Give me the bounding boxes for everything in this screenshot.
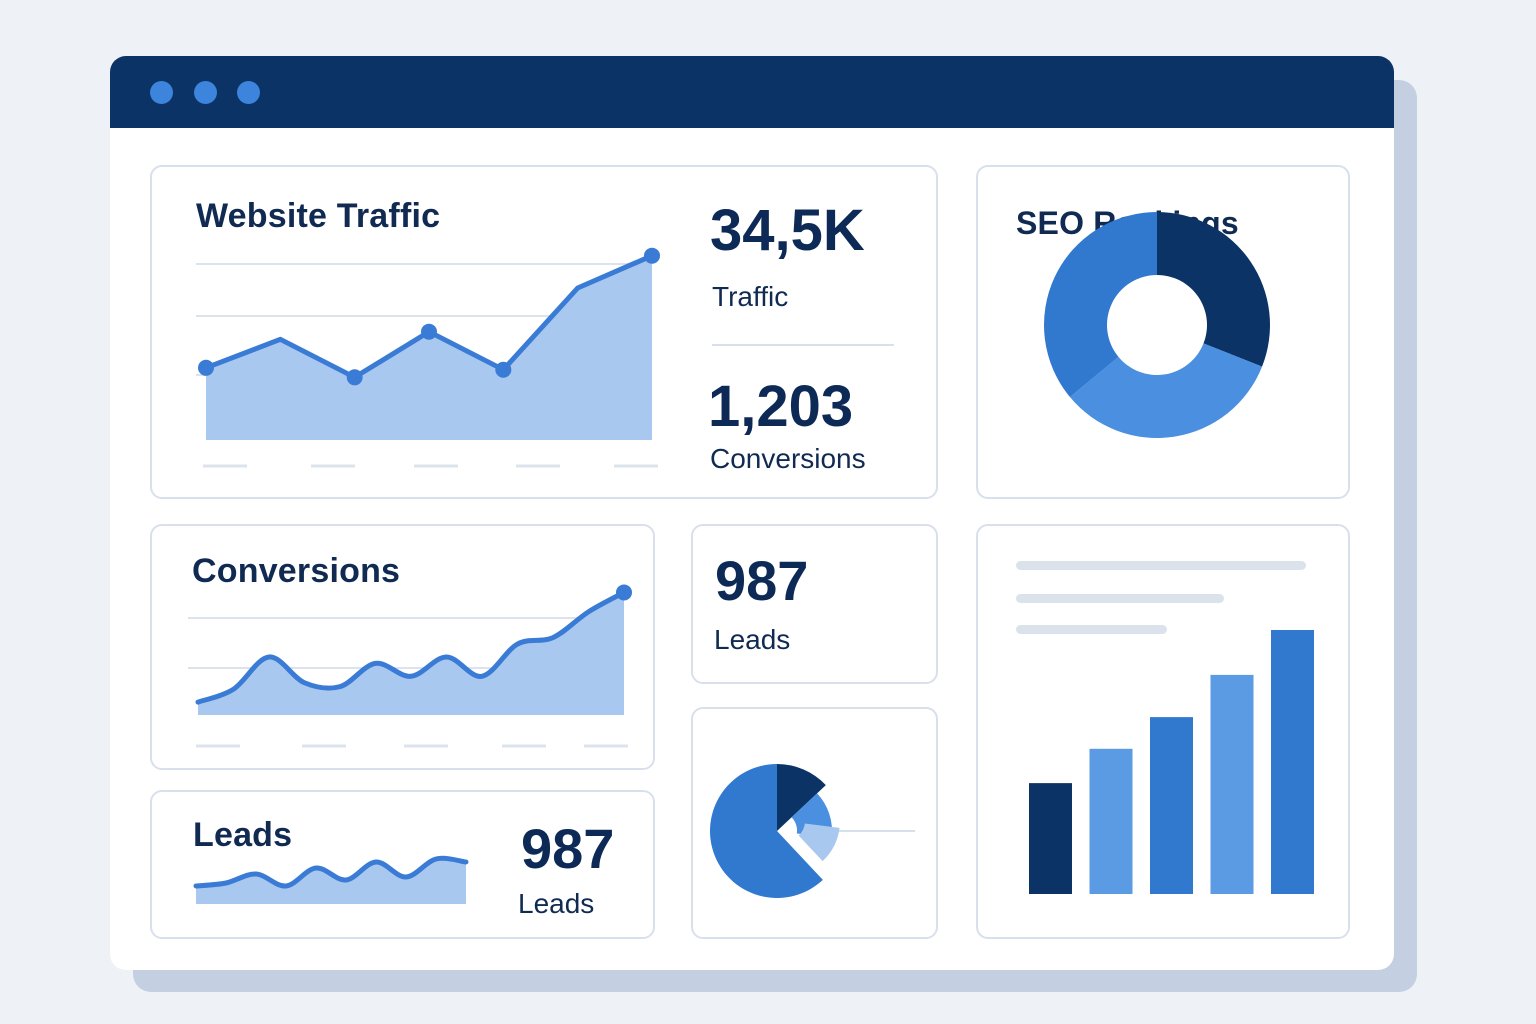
bar [1150, 717, 1193, 894]
bar-chart [1029, 630, 1314, 894]
conversions-label: Conversions [710, 443, 866, 474]
pie-slice [777, 764, 826, 831]
bar [1089, 748, 1133, 894]
placeholder-text-line-3 [1016, 625, 1167, 634]
window-control-dot-3[interactable] [237, 81, 260, 104]
area-fill [196, 858, 466, 904]
data-point [644, 247, 660, 264]
conversions-card[interactable]: Conversions [150, 524, 655, 770]
bar [1029, 783, 1072, 894]
data-point [198, 359, 214, 376]
traffic-label: Traffic [712, 281, 789, 312]
pie-slice [710, 764, 823, 898]
donut-slice [1157, 212, 1270, 367]
placeholder-text-line-2 [1016, 594, 1224, 603]
seo-rankings-donut-chart [1044, 212, 1270, 438]
website-traffic-chart [196, 247, 660, 468]
website-traffic-title: Website Traffic [196, 197, 441, 235]
conversions-value: 1,203 [708, 374, 854, 439]
leads-stat-value: 987 [715, 549, 809, 612]
data-point [421, 323, 437, 340]
conversions-card-title: Conversions [192, 552, 401, 590]
window-control-dot-1[interactable] [150, 81, 173, 104]
window-control-dot-2[interactable] [194, 81, 217, 104]
traffic-value: 34,5K [710, 198, 865, 263]
leads-card-value: 987 [521, 817, 615, 880]
bar [1210, 674, 1254, 894]
pie-slice [798, 823, 840, 862]
exploded-pie-chart [710, 764, 915, 898]
leads-card-title: Leads [193, 816, 293, 854]
bar-chart-card[interactable] [976, 524, 1350, 939]
stats-divider [712, 344, 894, 346]
series-line [193, 855, 469, 889]
bar [1271, 630, 1314, 894]
pie-chart-card[interactable] [691, 707, 938, 939]
placeholder-text-line-1 [1016, 561, 1306, 570]
donut-slice [1044, 212, 1157, 398]
data-point [346, 369, 363, 386]
data-point [616, 584, 632, 601]
series-line [195, 589, 627, 705]
area-fill [198, 592, 624, 715]
window-titlebar [110, 56, 1394, 128]
seo-rankings-card[interactable]: SEO Rankings [976, 165, 1350, 499]
donut-slice [1069, 343, 1263, 438]
leads-card-label: Leads [518, 888, 595, 919]
website-traffic-card[interactable]: Website Traffic 34,5K Traffic 1,203 Conv… [150, 165, 938, 499]
leads-stat-label: Leads [714, 624, 791, 655]
leads-card[interactable]: Leads 987 Leads [150, 790, 655, 939]
leads-chart [193, 855, 469, 904]
area-fill [206, 255, 652, 440]
conversions-chart [188, 584, 632, 748]
data-point [495, 361, 512, 378]
leads-stat-card[interactable]: 987 Leads [691, 524, 938, 684]
